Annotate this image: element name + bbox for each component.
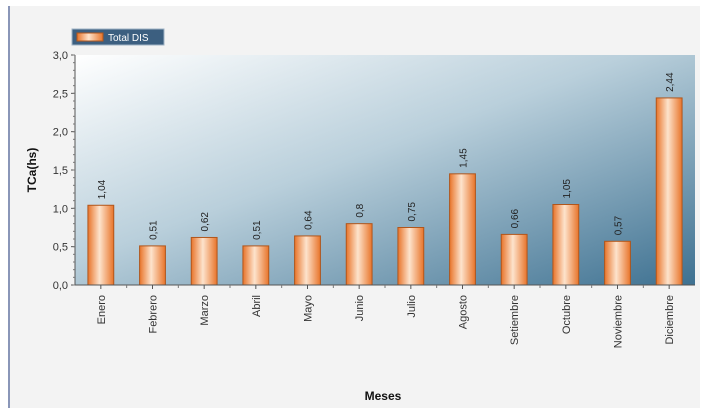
legend-swatch [77, 33, 103, 41]
bar [398, 228, 424, 286]
y-tick-label: 2,5 [53, 88, 68, 100]
data-label: 0,8 [355, 203, 366, 217]
bar [88, 205, 114, 285]
data-label: 0,64 [304, 210, 315, 230]
data-label: 2,44 [665, 72, 676, 92]
data-label: 0,62 [200, 212, 211, 232]
bar [656, 98, 682, 285]
bar [243, 246, 269, 285]
y-tick-label: 2,0 [53, 127, 68, 139]
data-label: 1,04 [97, 179, 108, 199]
plot-area [75, 55, 695, 285]
x-axis: Enero Febrero Marzo Abril Mayo Junio Julio Agos… [75, 285, 695, 348]
x-tick-label: Enero [96, 295, 108, 324]
y-tick-label: 3,0 [53, 50, 68, 62]
legend: Total DIS [72, 29, 164, 45]
bar [140, 246, 166, 285]
y-axis-title: TCa(hs) [25, 148, 39, 193]
x-tick-label: Abril [251, 295, 263, 317]
x-tick-label: Setiembre [509, 295, 521, 345]
x-tick-label: Agosto [458, 295, 470, 329]
bar [553, 205, 579, 286]
x-tick-label: Octubre [561, 295, 573, 334]
y-tick-label: 0,5 [53, 242, 68, 254]
data-label: 0,51 [149, 220, 160, 240]
y-tick-label: 1,0 [53, 203, 68, 215]
data-label: 0,51 [252, 220, 263, 240]
x-tick-label: Marzo [199, 295, 211, 326]
x-tick-label: Febrero [148, 295, 160, 334]
data-label: 0,57 [614, 215, 625, 235]
x-tick-label: Mayo [303, 295, 315, 322]
y-tick-label: 0,0 [53, 280, 68, 292]
x-tick-label: Julio [406, 295, 418, 318]
x-axis-title: Meses [365, 389, 402, 403]
bar [295, 236, 321, 285]
legend-label: Total DIS [108, 33, 149, 44]
x-tick-label: Noviembre [613, 295, 625, 348]
bar [605, 241, 631, 285]
data-label: 1,05 [562, 179, 573, 199]
data-label: 1,45 [459, 148, 470, 168]
x-tick-label: Diciembre [664, 295, 676, 345]
bar [346, 224, 372, 285]
bar [501, 234, 527, 285]
bar [450, 174, 476, 285]
data-label: 0,75 [407, 202, 418, 222]
bar [191, 237, 217, 285]
x-tick-label: Junio [354, 295, 366, 321]
data-label: 0,66 [510, 208, 521, 228]
y-axis: 0,0 0,5 1,0 1,5 2,0 2,5 3,0 [53, 50, 75, 292]
y-tick-label: 1,5 [53, 165, 68, 177]
